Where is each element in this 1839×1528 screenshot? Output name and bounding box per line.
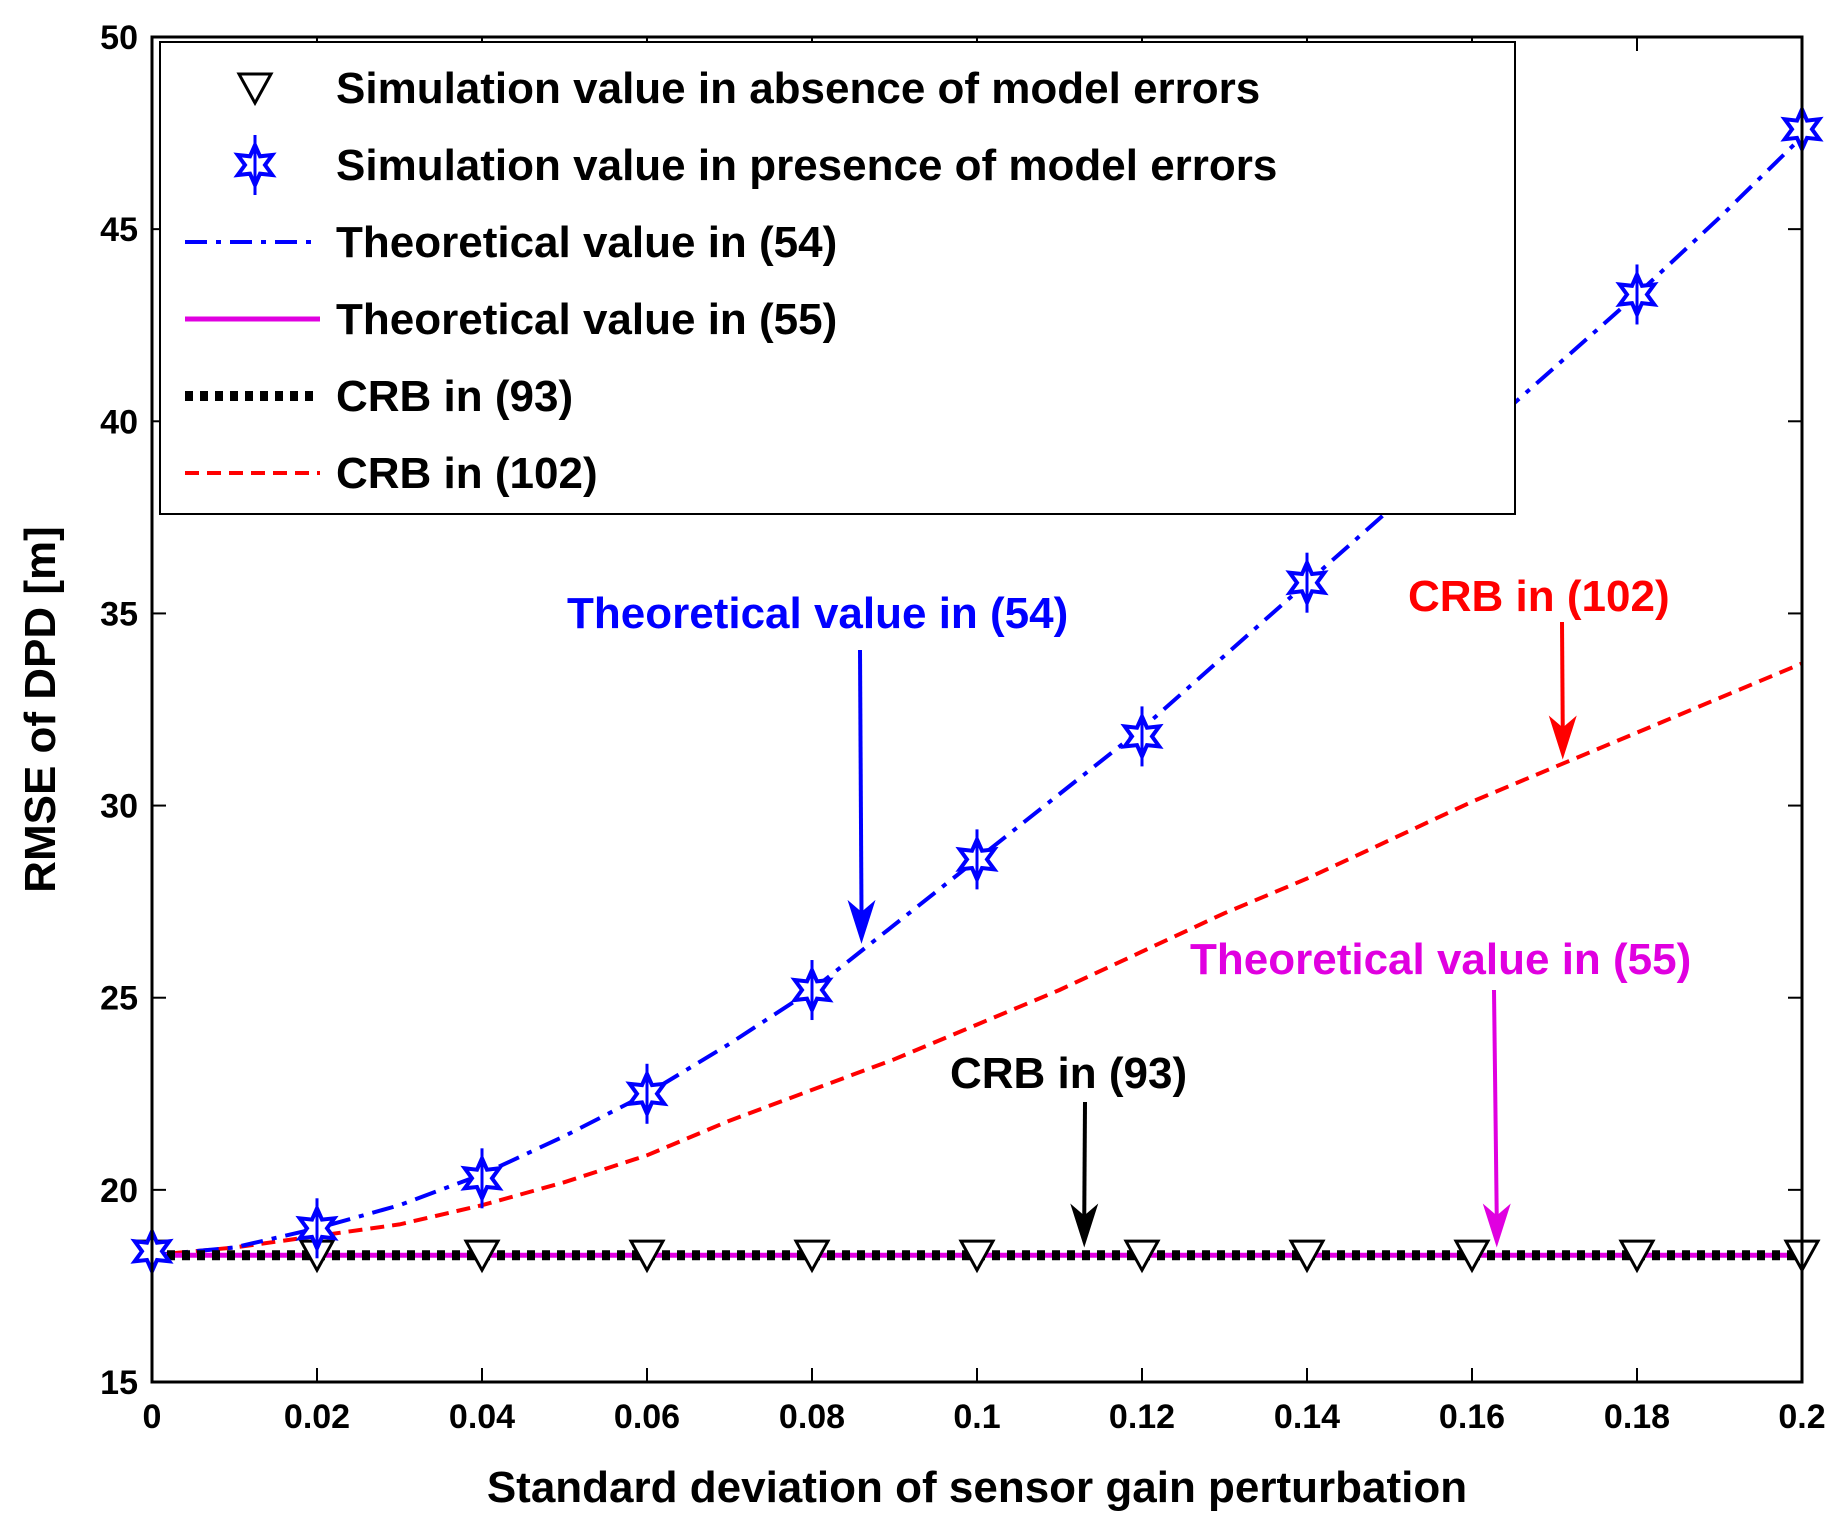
x-tick-label-2: 0.04 [449,1398,515,1436]
legend-item-2-label: Theoretical value in (54) [336,218,837,267]
series-0-point-3 [628,1239,666,1274]
y-tick-label-1: 20 [100,1172,138,1210]
annotation-3-arrow-shaft [1082,1101,1087,1218]
y-tick-label-3: 30 [100,788,138,826]
legend-item-1-label: Simulation value in presence of model er… [336,141,1277,190]
series-1-point-9 [1615,264,1659,325]
y-tick-label-4: 35 [100,595,138,633]
series-0-point-9 [1618,1239,1656,1274]
annotation-0-label: Theoretical value in (54) [567,589,1068,638]
x-tick-label-3: 0.06 [614,1398,680,1436]
annotation-1-label: CRB in (102) [1408,572,1670,621]
series-1-point-4 [790,960,834,1021]
annotation-2-label: Theoretical value in (55) [1190,935,1691,984]
series-5-line [151,661,1803,1258]
annotations-group: Theoretical value in (54) CRB in (102) The… [567,572,1691,1248]
x-axis-title: Standard deviation of sensor gain pertur… [487,1463,1467,1512]
series-1-point-1 [295,1198,339,1259]
y-tick-label-0: 15 [100,1364,138,1402]
series-0-point-6 [1123,1239,1161,1274]
y-tick-label-7: 50 [100,19,138,57]
annotation-1-arrow-shaft [1560,621,1565,730]
series-0-point-8 [1453,1239,1491,1274]
y-tick-label-5: 40 [100,403,138,441]
legend-box [159,41,1516,515]
annotation-2-arrow-shaft [1492,989,1499,1218]
series-0-point-4 [793,1239,831,1274]
annotation-0-arrow-head [847,899,876,944]
legend-item-4-label: CRB in (93) [336,372,573,421]
series-1-point-3 [625,1063,669,1124]
series-0-point-7 [1288,1239,1326,1274]
x-tick-label-1: 0.02 [284,1398,350,1436]
series-1-point-7 [1285,552,1329,613]
y-tick-label-2: 25 [100,980,138,1018]
legend-item-0-label: Simulation value in absence of model err… [336,64,1260,113]
legend-item-5-label: CRB in (102) [336,449,598,498]
x-tick-label-0: 0 [143,1398,162,1436]
x-tick-label-4: 0.08 [779,1398,845,1436]
annotation-0-arrow-shaft [858,649,864,914]
annotation-3-label: CRB in (93) [950,1049,1187,1098]
legend-item-0-marker [236,72,274,107]
x-tick-label-5: 0.1 [953,1398,1000,1436]
y-axis-title: RMSE of DPD [m] [16,526,65,893]
axes-group: 0 0.02 0.04 0.06 0.08 0.1 0.12 0.14 0.16 0.18 0.2 1… [16,19,1826,1512]
x-tick-label-9: 0.18 [1604,1398,1670,1436]
series-1-point-5 [955,829,999,890]
legend-item-1-marker [233,135,277,195]
y-tick-label-6: 45 [100,211,138,249]
legend-group: Simulation value in absence of model err… [159,41,1516,515]
series-group [130,99,1824,1282]
series-1-point-6 [1120,706,1164,767]
annotation-3-arrow-head [1070,1203,1099,1248]
x-tick-label-7: 0.14 [1274,1398,1340,1436]
series-0-point-2 [463,1239,501,1274]
annotation-2-arrow-head [1482,1203,1511,1248]
annotation-1-arrow-head [1548,715,1577,760]
series-2-line [151,135,1804,1258]
x-tick-label-6: 0.12 [1109,1398,1175,1436]
series-1-point-2 [460,1148,504,1209]
series-0-point-5 [958,1239,996,1274]
x-tick-label-10: 0.2 [1778,1398,1825,1436]
x-tick-label-8: 0.16 [1439,1398,1505,1436]
legend-item-3-label: Theoretical value in (55) [336,295,837,344]
